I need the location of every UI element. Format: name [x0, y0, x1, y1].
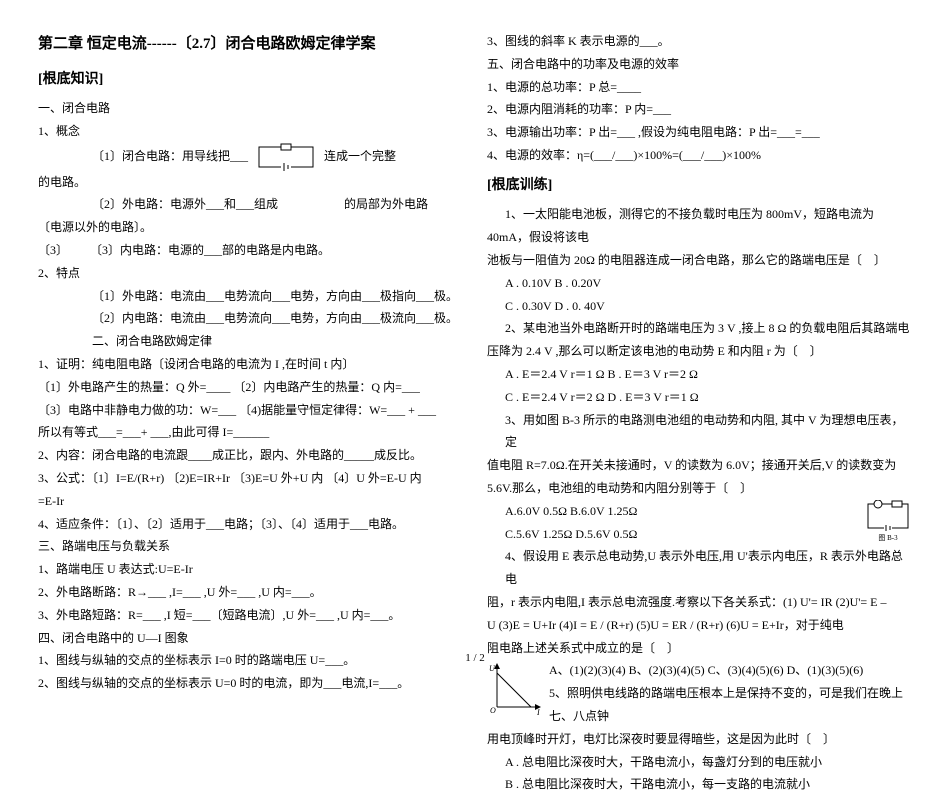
law-formula: 3、公式：〔1〕I=E/(R+r) 〔2)E=IR+Ir 〔3)E=U 外+U … [38, 467, 463, 490]
proof-header: 1、证明：纯电阻电路〔设闭合电路的电流为 I ,在时间 t 内〕 [38, 353, 463, 376]
marker-3: 〔3〕 [38, 243, 68, 257]
svg-text:O: O [490, 706, 496, 715]
left-column: 第二章 恒定电流------〔2.7〕闭合电路欧姆定律学案 [根底知识] 一、闭… [38, 30, 463, 620]
circuit-icon [255, 143, 317, 171]
def-internal-circuit: 〔3〕 〔3〕内电路：电源的___部的电路是内电路。 [38, 239, 463, 262]
q5-line-d: B . 总电阻比深夜时大，干路电流小，每一支路的电流就小 [487, 773, 912, 796]
q3-line-b: 值电阻 R=7.0Ω.在开关未接通时，V 的读数为 6.0V；接通开关后,V 的… [487, 454, 912, 477]
circuit-figure-b3: 图 B-3 [864, 500, 912, 542]
output-power: 3、电源输出功率：P 出=___ ,假设为纯电阻电路：P 出=___=___ [487, 121, 912, 144]
chapter-title: 第二章 恒定电流------〔2.7〕闭合电路欧姆定律学案 [38, 30, 463, 59]
q5-line-b: 用电顶峰时开灯，电灯比深夜时要显得暗些，这是因为此时〔 〕 [487, 728, 912, 751]
def-ext-b: 的局部为外电路 [344, 197, 428, 211]
item-features: 2、特点 [38, 262, 463, 285]
right-column: 3、图线的斜率 K 表示电源的___。 五、闭合电路中的功率及电源的效率 1、电… [487, 30, 912, 620]
heading-ui-graph: 四、闭合电路中的 U—I 图象 [38, 627, 463, 650]
feature-int: 〔2〕内电路：电流由___电势流向___电势，方向由___极流向___极。 [38, 307, 463, 330]
def-closed-circuit-2: 的电路。 [38, 171, 463, 194]
graph-x-intercept: 2、图线与纵轴的交点的坐标表示 U=0 时的电流，即为___电流,I=___。 [38, 672, 463, 695]
page-number: 1 / 2 [0, 652, 950, 664]
heading-ohm-law: 二、闭合电路欧姆定律 [38, 330, 463, 353]
svg-text:I: I [536, 708, 540, 715]
q1-line-c: 池板与一阻值为 20Ω 的电阻器连成一闭合电路，那么它的路端电压是〔 〕 [487, 249, 912, 272]
proof-heat: 〔1〕外电路产生的热量：Q 外=____ 〔2〕内电路产生的热量：Q 内=___ [38, 376, 463, 399]
section-basic-knowledge: [根底知识] [38, 67, 463, 94]
q2-options-1: A . E＝2.4 V r＝1 Ω B . E＝3 V r＝2 Ω [487, 363, 912, 386]
graph-slope: 3、图线的斜率 K 表示电源的___。 [487, 30, 912, 53]
item-concept: 1、概念 [38, 120, 463, 143]
q4-line-c: U (3)E = U+Ir (4)I = E / (R+r) (5)U = ER… [487, 614, 912, 637]
q5-line-a: 5、照明供电线路的路端电压根本上是保持不变的，可是我们在晚上七、八点钟 [487, 682, 912, 728]
proof-result: 所以有等式___=___+ ___,由此可得 I=______ [38, 421, 463, 444]
law-formula-2: =E-Ir [38, 490, 463, 513]
q2-line-b: 压降为 2.4 V ,那么可以断定该电池的电动势 E 和内阻 r 为〔 〕 [487, 340, 912, 363]
def-external-circuit-2: 〔电源以外的电路〕。 [38, 216, 463, 239]
q4-line-b: 阻，r 表示内电阻,I 表示总电流强度.考察以下各关系式：(1) U'= IR … [487, 591, 912, 614]
q4-line-a: 4、假设用 E 表示总电动势,U 表示外电压,用 U'表示内电压，R 表示外电路… [487, 545, 912, 591]
def-text-a: 〔1〕闭合电路：用导线把___ [92, 148, 248, 162]
ui-graph-icon: U I O [487, 661, 543, 715]
heading-power-efficiency: 五、闭合电路中的功率及电源的效率 [487, 53, 912, 76]
efficiency: 4、电源的效率：η=(___/___)×100%=(___/___)×100% [487, 144, 912, 167]
open-circuit: 2、外电路断路：R→___ ,I=___ ,U 外=___ ,U 内=___。 [38, 581, 463, 604]
def-text-a-end: 连成一个完整 [324, 148, 396, 162]
q1-options-1: A . 0.10V B . 0.20V [487, 272, 912, 295]
q3-options-2: C.5.6V 1.25Ω D.5.6V 0.5Ω [487, 523, 912, 546]
internal-power: 2、电源内阻消耗的功率：P 内=___ [487, 98, 912, 121]
q2-line-a: 2、某电池当外电路断开时的路端电压为 3 V ,接上 8 Ω 的负载电阻后其路端… [487, 317, 912, 340]
q3-line-c: 5.6V.那么，电池组的电动势和内阻分别等于〔 〕 [487, 477, 912, 500]
q1-line-b: 40mA，假设将该电 [487, 226, 912, 249]
q4-q5-block: U I O A、(1)(2)(3)(4) B、(2)(3)(4)(5) C、(3… [487, 659, 912, 796]
q1-options-2: C . 0.30V D . 0. 40V [487, 295, 912, 318]
def-external-circuit: 〔2〕外电路：电源外___和___组成 的局部为外电路 [38, 193, 463, 216]
heading-terminal-voltage: 三、路端电压与负载关系 [38, 535, 463, 558]
feature-ext: 〔1〕外电路：电流由___电势流向___电势，方向由___极指向___极。 [38, 285, 463, 308]
figure-label: 图 B-3 [878, 534, 898, 542]
law-conditions: 4、适应条件：〔1〕、〔2〕适用于___电路；〔3〕、〔4〕适用于___电路。 [38, 513, 463, 536]
q1-line-a: 1、一太阳能电池板，测得它的不接负载时电压为 800mV，短路电流为 [487, 203, 912, 226]
q2-options-2: C . E＝2.4 V r＝2 Ω D . E＝3 V r＝1 Ω [487, 386, 912, 409]
q3-block: 图 B-3 A.6.0V 0.5Ω B.6.0V 1.25Ω C.5.6V 1.… [487, 500, 912, 546]
terminal-voltage-expr: 1、路端电压 U 表达式:U=E-Ir [38, 558, 463, 581]
short-circuit: 3、外电路短路：R=___ ,I 短=___〔短路电流〕,U 外=___ ,U … [38, 604, 463, 627]
heading-closed-circuit: 一、闭合电路 [38, 97, 463, 120]
law-content: 2、内容：闭合电路的电流跟____成正比，跟内、外电路的_____成反比。 [38, 444, 463, 467]
q3-line-a: 3、用如图 B-3 所示的电路测电池组的电动势和内阻, 其中 V 为理想电压表，… [487, 409, 912, 455]
proof-work: 〔3〕电路中非静电力做的功：W=___ 〔4)据能量守恒定律得：W=___ + … [38, 399, 463, 422]
def-closed-circuit: 〔1〕闭合电路：用导线把___ 连成一个完整 [38, 143, 463, 171]
two-column-layout: 第二章 恒定电流------〔2.7〕闭合电路欧姆定律学案 [根底知识] 一、闭… [38, 30, 912, 620]
q5-line-c: A . 总电阻比深夜时大，干路电流小，每盏灯分到的电压就小 [487, 751, 912, 774]
def-int: 〔3〕内电路：电源的___部的电路是内电路。 [90, 243, 330, 257]
total-power: 1、电源的总功率：P 总=____ [487, 76, 912, 99]
section-basic-training: [根底训练] [487, 173, 912, 200]
def-ext-a: 〔2〕外电路：电源外___和___组成 [92, 197, 278, 211]
q3-options-1: A.6.0V 0.5Ω B.6.0V 1.25Ω [487, 500, 912, 523]
